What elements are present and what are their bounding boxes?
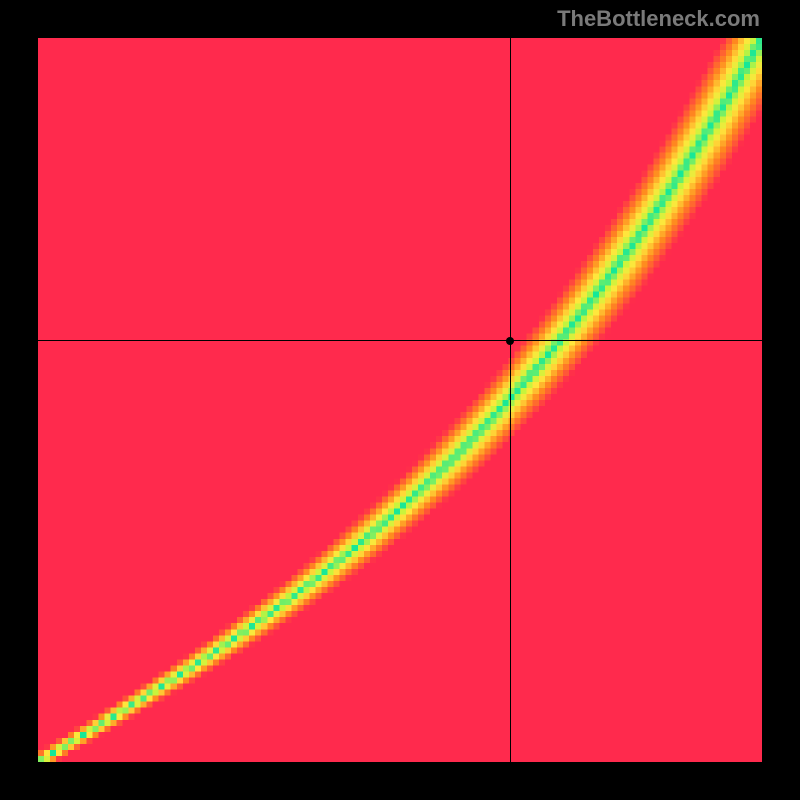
crosshair-point xyxy=(506,337,514,345)
chart-container: TheBottleneck.com xyxy=(0,0,800,800)
watermark-text: TheBottleneck.com xyxy=(557,6,760,32)
crosshair-vertical xyxy=(510,38,511,762)
bottleneck-heatmap xyxy=(38,38,762,762)
crosshair-horizontal xyxy=(38,340,762,341)
